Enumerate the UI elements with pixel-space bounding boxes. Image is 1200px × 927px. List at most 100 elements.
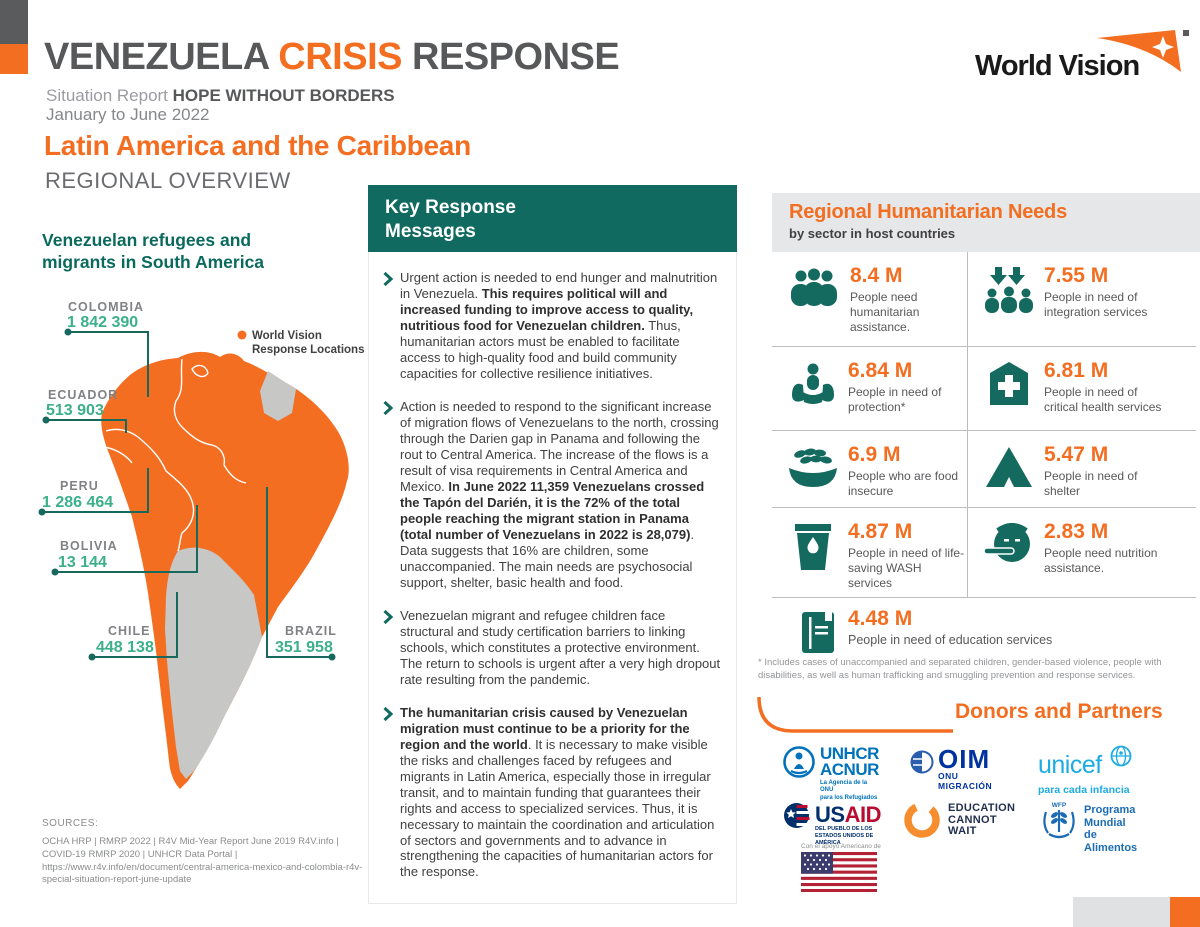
world-vision-sail-icon <box>1097 30 1189 72</box>
south-america-map: COLOMBIA 1 842 390 ECUADOR 513 903 PERU … <box>38 300 364 789</box>
unhcr-wordmark-line2: ACNUR <box>820 760 879 780</box>
country-value-chile: 448 138 <box>96 639 154 656</box>
usaid-seal-icon <box>784 803 810 828</box>
stat-integration-services: 7.55 M People in need of integration ser… <box>968 252 1196 347</box>
stat-value: 6.9 M <box>848 443 901 466</box>
stat-value: 6.81 M <box>1044 359 1109 382</box>
unicef-logo: unicef para cada infancia <box>1038 745 1132 796</box>
key-messages-header: Key Response Messages <box>368 185 737 252</box>
shelter-icon <box>984 444 1034 507</box>
stat-humanitarian-assistance: 8.4 M People need humanitarian assistanc… <box>772 252 968 347</box>
usaid-tagline2: ESTADOS UNIDOS DE AMÉRICA <box>815 833 874 847</box>
key-message-item: The humanitarian crisis caused by Venezu… <box>383 705 722 881</box>
us-flag-icon <box>801 852 877 892</box>
region-title: Latin America and the Caribbean <box>44 130 471 161</box>
chevron-bullet-icon <box>383 706 393 721</box>
country-label-brazil: BRAZIL <box>285 624 337 638</box>
key-messages-title-line1: Key Response <box>385 197 516 218</box>
stat-nutrition: 2.83 M People need nutrition assistance. <box>968 508 1196 598</box>
country-value-bolivia: 13 144 <box>58 554 107 571</box>
map-title-line1: Venezuelan refugees and <box>42 230 252 250</box>
report-date-range: January to June 2022 <box>46 105 210 124</box>
title-venezuela: VENEZUELA <box>44 36 279 78</box>
map-country-borders <box>103 358 247 552</box>
stat-value: 6.84 M <box>848 359 913 382</box>
map-connector-lines <box>42 331 332 658</box>
sources-text: OCHA HRP | RMRP 2022 | R4V Mid-Year Repo… <box>42 836 363 886</box>
education-book-icon <box>800 608 836 658</box>
oim-globe-icon <box>910 750 934 774</box>
key-message-item: Action is needed to respond to the signi… <box>383 399 722 591</box>
usaid-tagline1: DEL PUEBLO DE LOS <box>815 826 873 832</box>
situation-report-label: Situation Report <box>46 86 173 105</box>
wfp-emblem-icon: WFP <box>1043 802 1075 839</box>
key-message-item: Venezuelan migrant and refugee children … <box>383 608 722 688</box>
region-subtitle: REGIONAL OVERVIEW <box>45 168 291 193</box>
map-southern-gray <box>165 547 262 779</box>
food-icon <box>788 444 838 507</box>
stat-value: 8.4 M <box>850 264 903 287</box>
stat-label: People in need of shelter <box>1044 469 1138 499</box>
sources-label: SOURCES: <box>42 818 99 829</box>
unicef-globe-icon <box>1110 745 1132 767</box>
title-response: RESPONSE <box>401 36 620 78</box>
ecw-line1: EDUCATION <box>948 802 1016 814</box>
stat-value: 4.87 M <box>848 520 913 543</box>
needs-grid: 8.4 M People need humanitarian assistanc… <box>772 252 1196 598</box>
us-flag-caption: Con el apoyo Americano de <box>801 843 881 850</box>
map-title: Venezuelan refugees and migrants in Sout… <box>42 230 264 274</box>
needs-subtitle: by sector in host countries <box>789 226 956 241</box>
report-name: HOPE WITHOUT BORDERS <box>172 86 395 105</box>
wfp-line3: Alimentos <box>1084 841 1138 854</box>
us-flag-block: Con el apoyo Americano de <box>801 843 881 897</box>
people-group-icon <box>788 265 840 346</box>
world-vision-wordmark: World Vision <box>975 50 1140 82</box>
stat-value: 5.47 M <box>1044 443 1109 466</box>
map-title-line2: migrants in South America <box>42 251 265 272</box>
corner-gray-square <box>0 0 28 44</box>
oim-subtitle: ONU MIGRACIÓN <box>938 771 993 792</box>
key-messages-body: Urgent action is needed to end hunger an… <box>368 252 737 904</box>
stat-value: 7.55 M <box>1044 264 1109 287</box>
corner-orange-square <box>0 44 28 74</box>
nutrition-icon <box>984 521 1034 597</box>
stat-label: People who are food insecure <box>848 469 959 499</box>
country-value-brazil: 351 958 <box>275 639 333 656</box>
unhcr-tagline2: para los Refugiados <box>820 794 878 801</box>
chevron-bullet-icon <box>383 609 393 624</box>
wfp-line1: Programa <box>1084 804 1136 816</box>
stat-label: People in need of life-saving WASH servi… <box>848 546 965 591</box>
country-label-bolivia: BOLIVIA <box>60 539 118 553</box>
ecw-line2: CANNOT <box>948 813 997 826</box>
world-vision-logo: World Vision <box>975 28 1190 86</box>
map-guianas-gray <box>260 371 296 421</box>
country-label-peru: PERU <box>60 479 99 493</box>
stat-critical-health: 6.81 M People in need of critical health… <box>968 347 1196 431</box>
integration-icon <box>984 265 1034 346</box>
map-connector-dots <box>38 328 336 661</box>
ecw-ring-icon <box>904 802 940 838</box>
wfp-acronym: WFP <box>1052 802 1067 809</box>
unicef-wordmark: unicef <box>1038 751 1102 779</box>
chevron-bullet-icon <box>383 272 393 286</box>
title-crisis: CRISIS <box>278 36 402 78</box>
country-value-ecuador: 513 903 <box>46 402 104 419</box>
wash-icon <box>788 521 838 597</box>
stat-wash: 4.87 M People in need of life-saving WAS… <box>772 508 968 598</box>
needs-footnote: * Includes cases of unaccompanied and se… <box>758 657 1162 682</box>
stat-shelter: 5.47 M People in need of shelter <box>968 431 1196 508</box>
legend-line1: World Vision <box>252 330 322 342</box>
chevron-bullet-icon <box>383 400 393 415</box>
stat-label: People in need of education services <box>848 633 1053 647</box>
key-message-item: Urgent action is needed to end hunger an… <box>383 270 722 382</box>
legend-dot-icon <box>237 330 247 340</box>
health-icon <box>984 360 1034 430</box>
stat-label: People in need of integration services <box>1044 290 1148 320</box>
protection-icon <box>788 360 838 430</box>
ecw-line3: WAIT <box>948 825 977 838</box>
country-label-colombia: COLOMBIA <box>68 300 144 314</box>
stat-label: People in need of critical health servic… <box>1044 385 1162 415</box>
report-subtitle: Situation Report HOPE WITHOUT BORDERS <box>46 86 395 106</box>
stat-education: 4.48 M People in need of education servi… <box>772 598 1196 658</box>
